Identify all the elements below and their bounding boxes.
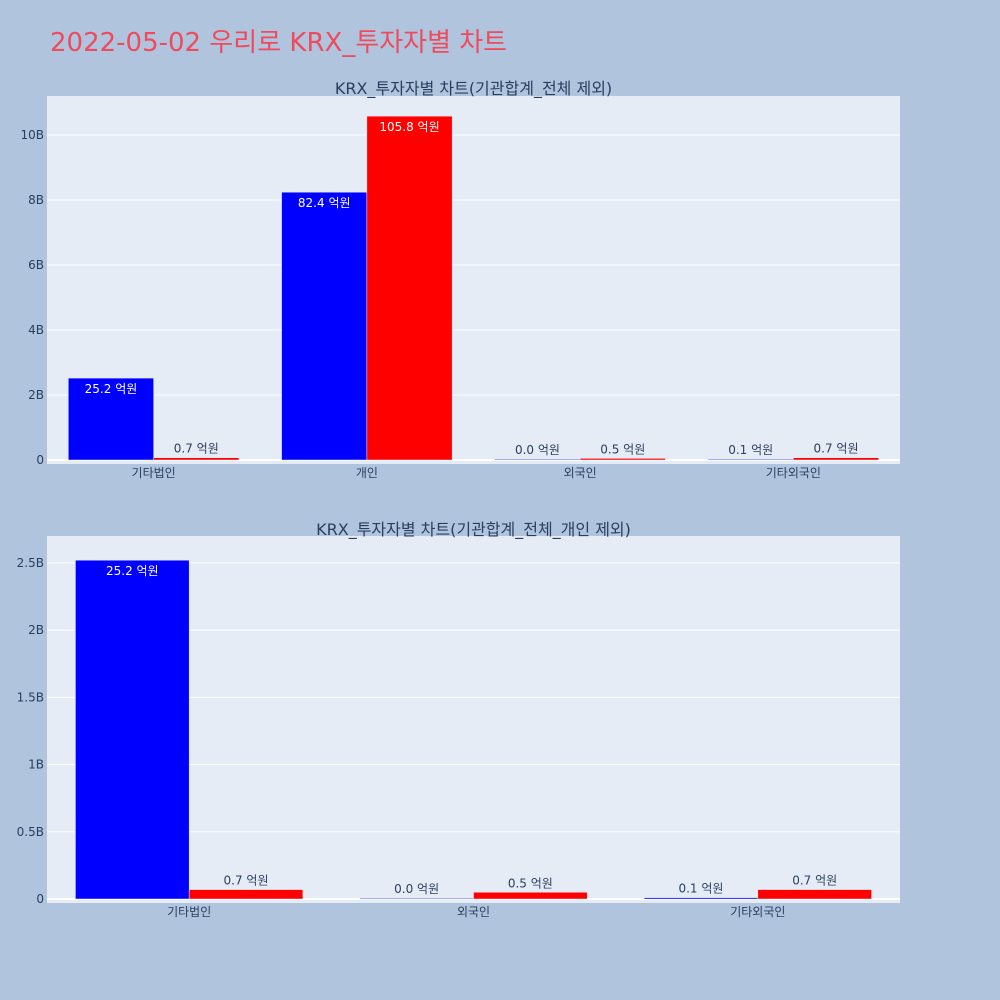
data-label: 0.0 억원 [394, 882, 439, 896]
data-label: 25.2 억원 [85, 382, 138, 396]
x-tick-label: 개인 [356, 466, 378, 480]
bar [707, 458, 794, 461]
bar [757, 889, 872, 900]
bar [153, 457, 240, 461]
y-tick-label: 6B [28, 258, 44, 272]
x-tick-label: 외국인 [457, 905, 490, 919]
data-label: 25.2 억원 [106, 564, 159, 578]
x-tick-label: 기타외국인 [730, 905, 785, 919]
bar [494, 458, 581, 461]
y-tick-label: 10B [20, 128, 44, 142]
bar [281, 191, 368, 461]
x-tick-label: 기타외국인 [766, 466, 821, 480]
y-tick-label: 0.5B [17, 825, 44, 839]
data-label: 0.7 억원 [174, 442, 219, 456]
data-label: 82.4 억원 [298, 196, 351, 210]
bar [793, 457, 879, 461]
bar [366, 115, 453, 461]
y-tick-label: 1B [28, 758, 44, 772]
bar [75, 559, 190, 900]
y-tick-label: 4B [28, 323, 44, 337]
x-tick-label: 기타법인 [167, 905, 211, 919]
y-tick-label: 0 [36, 453, 44, 467]
bar [68, 377, 154, 461]
data-label: 0.7 억원 [224, 874, 269, 888]
y-tick-label: 2B [28, 623, 44, 637]
y-tick-label: 0 [36, 892, 44, 906]
x-tick-label: 외국인 [564, 466, 597, 480]
bar [188, 889, 304, 900]
data-label: 0.7 억원 [814, 442, 859, 456]
plot-area [47, 96, 900, 464]
bar [643, 897, 759, 900]
data-label: 0.1 억원 [678, 882, 723, 896]
x-tick-label: 기타법인 [132, 466, 176, 480]
y-tick-label: 2B [28, 388, 44, 402]
data-label: 0.5 억원 [508, 876, 553, 890]
y-tick-label: 1.5B [17, 690, 44, 704]
data-label: 0.5 억원 [600, 442, 645, 456]
chart-title: KRX_투자자별 차트(기관합계_전체 제외) [335, 79, 612, 99]
y-tick-label: 2.5B [17, 556, 44, 570]
data-label: 0.7 억원 [792, 874, 837, 888]
page-title: 2022-05-02 우리로 KRX_투자자별 차트 [50, 28, 508, 58]
chart-title: KRX_투자자별 차트(기관합계_전체_개인 제외) [316, 520, 631, 540]
bar [579, 458, 666, 461]
bar [359, 897, 474, 900]
data-label: 0.0 억원 [515, 443, 560, 457]
y-tick-label: 8B [28, 193, 44, 207]
data-label: 0.1 억원 [728, 443, 773, 457]
bar [473, 892, 588, 900]
data-label: 105.8 억원 [379, 120, 439, 134]
